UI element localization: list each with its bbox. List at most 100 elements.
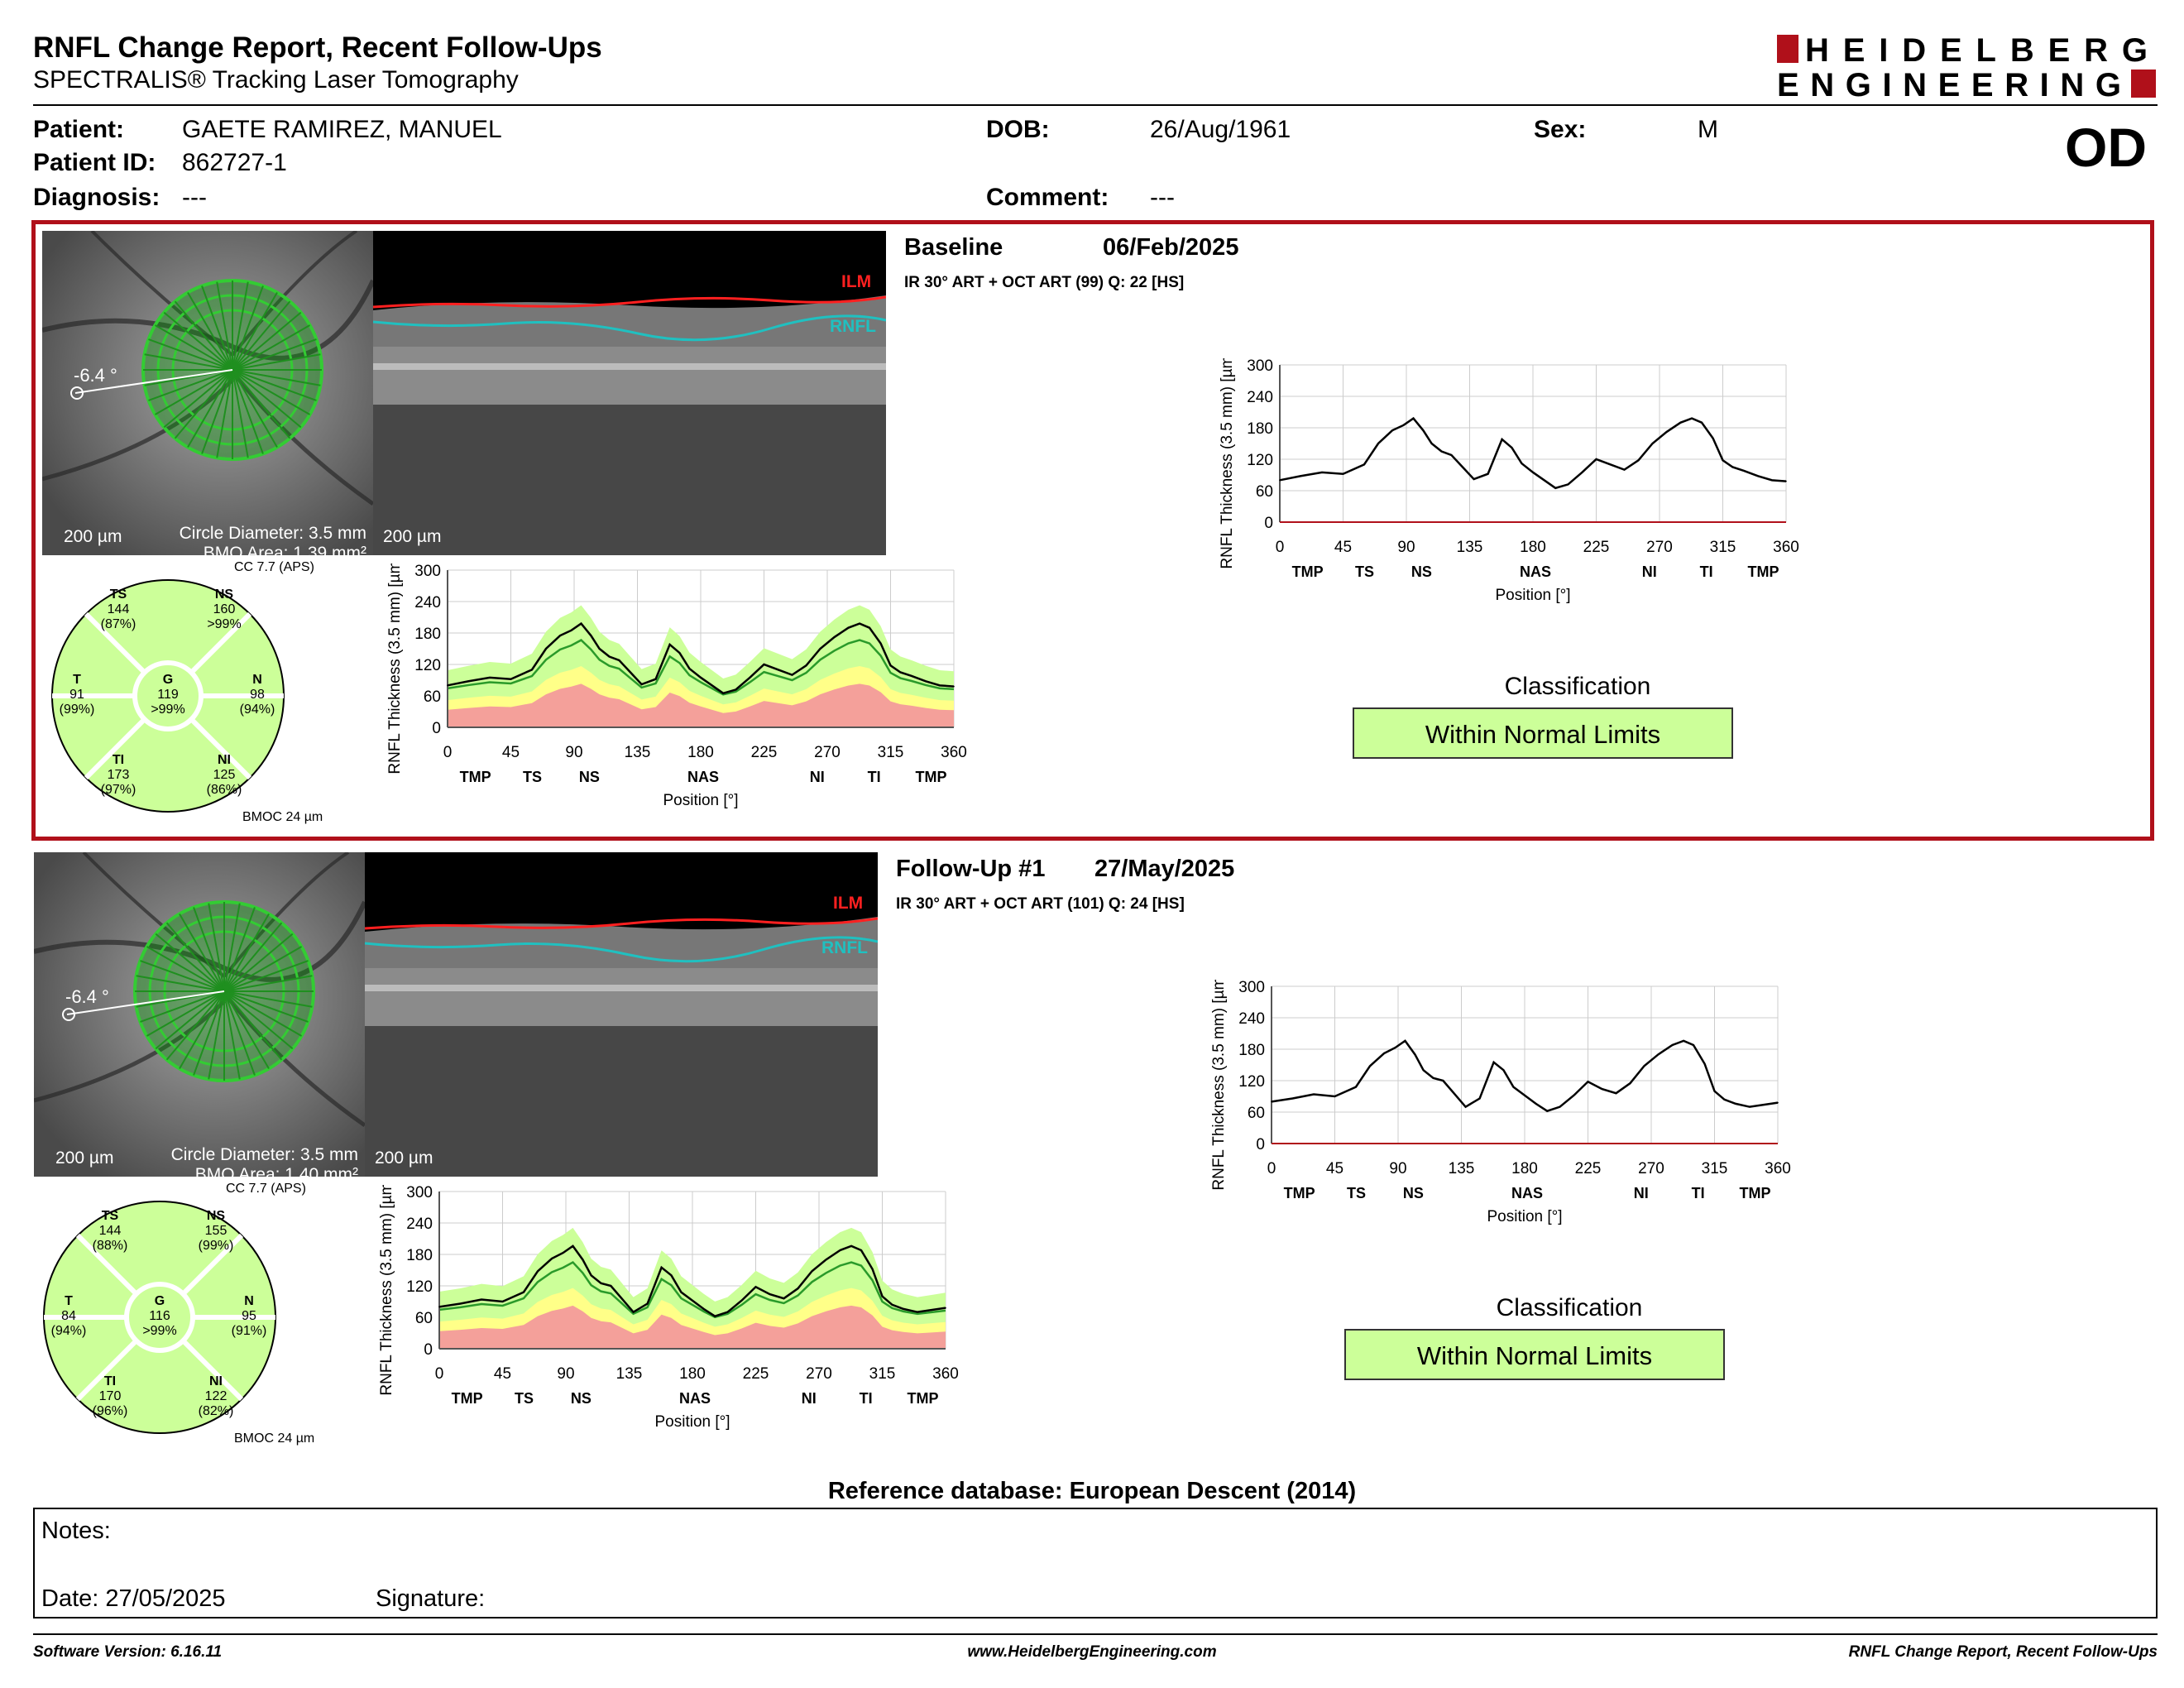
- rnfl-data-point: [537, 1270, 539, 1273]
- rnfl-label: RNFL: [830, 317, 876, 336]
- rnfl-data-point: [1394, 1047, 1396, 1048]
- fundus-image: [42, 231, 373, 555]
- fundus-scale-label: 200 µm: [64, 527, 122, 546]
- website-link[interactable]: www.HeidelbergEngineering.com: [967, 1643, 1217, 1661]
- rnfl-data-point: [740, 1299, 743, 1302]
- rnfl-data-point: [1430, 443, 1433, 444]
- x-tick-label: 180: [1520, 539, 1546, 556]
- rnfl-data-point: [1601, 1088, 1603, 1090]
- sector-axis-label: TS: [523, 769, 542, 785]
- x-tick-label: 270: [814, 744, 841, 761]
- rnfl-data-point: [580, 622, 582, 625]
- rnfl-data-point: [1369, 1065, 1371, 1067]
- y-tick-label: 60: [424, 688, 441, 706]
- rnfl-data-point: [692, 1299, 693, 1302]
- exam-date: 27/May/2025: [1094, 856, 1235, 882]
- rnfl-data-point: [1334, 1096, 1336, 1097]
- x-axis-label: Position [°]: [654, 1413, 730, 1431]
- rnfl-data-point: [1546, 1110, 1548, 1112]
- sector-axis-label: TS: [515, 1390, 534, 1407]
- rnfl-data-point: [777, 669, 779, 671]
- rnfl-data-point: [1671, 1044, 1674, 1046]
- rnfl-data-point: [939, 684, 941, 687]
- sector-axis-label: NI: [810, 769, 825, 785]
- rnfl-data-point: [945, 1307, 946, 1309]
- rnfl-data-point: [670, 1274, 673, 1277]
- x-tick-label: 360: [932, 1365, 959, 1383]
- rnfl-data-point: [899, 671, 902, 674]
- y-tick-label: 0: [1256, 1136, 1265, 1153]
- rnfl-data-point: [700, 677, 702, 679]
- notes-box[interactable]: Notes: Date: 27/05/2025 Signature:: [33, 1508, 2158, 1618]
- sector-axis-label: NS: [579, 769, 600, 785]
- x-tick-label: 90: [1389, 1160, 1406, 1177]
- sector-n-value: 98: [250, 688, 265, 702]
- rnfl-data-point: [660, 1267, 663, 1268]
- bscan-scale-label: 200 µm: [375, 1149, 433, 1168]
- x-tick-label: 135: [625, 744, 651, 761]
- x-tick-label: 45: [502, 744, 520, 761]
- rnfl-data-point: [630, 671, 631, 674]
- sector-ns-pct: >99%: [207, 617, 241, 631]
- rnfl-data-point: [1478, 1097, 1481, 1100]
- y-tick-label: 240: [1238, 1010, 1265, 1028]
- y-axis-label: RNFL Thickness (3.5 mm) [µm]: [386, 563, 404, 774]
- patient-name: GAETE RAMIREZ, MANUEL: [182, 116, 502, 143]
- rnfl-data-point: [646, 1302, 649, 1305]
- bmoc-label: BMOC 24 µm: [234, 1431, 315, 1446]
- rnfl-data-point: [722, 693, 724, 694]
- rnfl-data-point: [531, 669, 533, 671]
- rnfl-data-point: [680, 1291, 682, 1293]
- rnfl-data-point: [1771, 479, 1773, 482]
- sector-ni-pct: (82%): [199, 1404, 234, 1418]
- y-axis-label: RNFL Thickness (3.5 mm) [µm]: [1210, 980, 1228, 1191]
- rnfl-data-point: [1355, 1086, 1357, 1088]
- rnfl-data-point: [754, 1286, 757, 1288]
- rnfl-data-point: [1422, 429, 1425, 431]
- rnfl-data-point: [1657, 1053, 1660, 1056]
- x-tick-label: 90: [557, 1365, 574, 1383]
- rnfl-data-point: [668, 644, 671, 645]
- footer-divider: [33, 1633, 2158, 1635]
- sector-axis-label: NAS: [679, 1390, 711, 1407]
- rnfl-data-point: [1777, 1101, 1779, 1104]
- rnfl-data-point: [833, 636, 836, 638]
- rnfl-data-point: [438, 1306, 440, 1308]
- norm-mean-line: [438, 1261, 946, 1319]
- x-tick-label: 315: [1710, 539, 1736, 556]
- rnfl-data-point: [1442, 1080, 1444, 1081]
- x-tick-label: 225: [1583, 539, 1610, 556]
- sector-ti-value: 170: [99, 1389, 122, 1403]
- rnfl-data-point: [791, 674, 793, 676]
- rnfl-data-point: [1763, 1104, 1765, 1105]
- rnfl-thickness-line: [1271, 1039, 1779, 1113]
- rnfl-data-point: [1615, 1092, 1617, 1094]
- report-name-footer: RNFL Change Report, Recent Follow-Ups: [1848, 1643, 2158, 1661]
- eye-label: OD: [2065, 117, 2147, 178]
- date-label: Date: 27/05/2025: [41, 1585, 226, 1612]
- patient-id-label: Patient ID:: [33, 149, 156, 176]
- sector-t-pct: (94%): [51, 1324, 87, 1338]
- rnfl-data-point: [1313, 1093, 1315, 1096]
- rnfl-data-point: [1703, 1062, 1706, 1065]
- rnfl-data-point: [1637, 459, 1640, 462]
- sector-t-label: T: [65, 1294, 73, 1308]
- rnfl-data-point: [1432, 1077, 1434, 1079]
- sector-ns-pct: (99%): [199, 1239, 234, 1253]
- rnfl-data-point: [1623, 468, 1626, 471]
- rnfl-data-point: [678, 652, 681, 654]
- sector-axis-label: NS: [571, 1390, 592, 1407]
- rnfl-data-point: [1691, 417, 1693, 420]
- x-tick-label: 45: [1326, 1160, 1343, 1177]
- y-tick-label: 120: [406, 1278, 433, 1296]
- rnfl-data-point: [911, 675, 912, 677]
- rnfl-data-point: [570, 630, 572, 631]
- rnfl-data-point: [1785, 480, 1787, 482]
- x-tick-label: 360: [1765, 1160, 1791, 1177]
- x-tick-label: 180: [1511, 1160, 1538, 1177]
- sector-axis-label: TS: [1355, 563, 1374, 580]
- cc-label: CC 7.7 (APS): [234, 560, 314, 574]
- rnfl-data-point: [879, 642, 882, 645]
- sector-ns-label: NS: [215, 587, 234, 602]
- rnfl-data-point: [1743, 470, 1745, 472]
